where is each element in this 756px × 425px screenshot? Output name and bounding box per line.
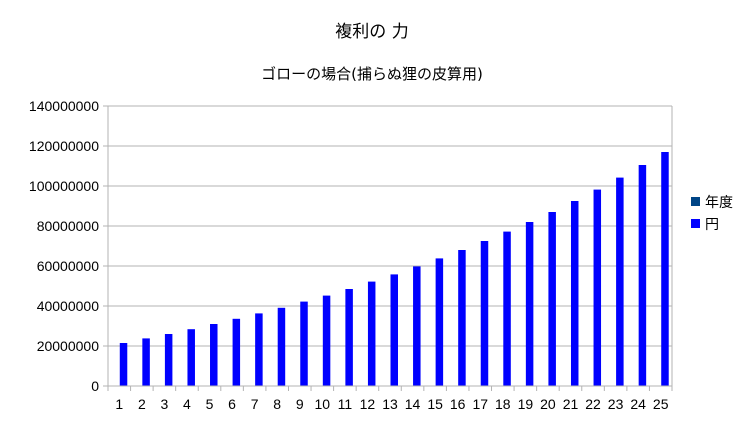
bar-yen <box>661 152 669 386</box>
x-tick-label: 19 <box>518 396 534 412</box>
y-tick-label: 20000000 <box>37 338 100 354</box>
x-tick-label: 1 <box>115 396 123 412</box>
bar-yen <box>345 289 353 386</box>
bar-yen <box>638 165 647 386</box>
bar-yen <box>570 201 579 386</box>
x-tick-label: 11 <box>338 396 353 412</box>
bar-yen <box>164 334 173 386</box>
x-tick-label: 7 <box>251 396 259 412</box>
y-tick-label: 0 <box>91 378 99 394</box>
legend-swatch <box>691 197 700 206</box>
x-tick-label: 14 <box>405 396 421 412</box>
x-tick-label: 24 <box>630 396 646 412</box>
y-tick-label: 60000000 <box>37 258 100 274</box>
x-tick-label: 18 <box>495 396 511 412</box>
x-tick-label: 17 <box>472 396 488 412</box>
x-tick-label: 23 <box>608 396 624 412</box>
chart-title: 複利の 力 <box>335 22 408 42</box>
bar-yen <box>480 241 489 386</box>
legend-label: 年度 <box>705 195 733 211</box>
bar-yen <box>300 301 308 386</box>
bar-yen <box>255 313 263 386</box>
bar-yen <box>435 258 444 386</box>
x-tick-label: 5 <box>206 396 214 412</box>
bar-yen <box>232 318 241 386</box>
y-tick-label: 40000000 <box>37 298 100 314</box>
bar-yen <box>593 189 602 386</box>
bar-yen <box>390 274 398 386</box>
x-axis-ticks: 1 2 3 4 5 6 7 8 9 10 11 12 13 14 15 16 17 18 19 20 21 22 23 24 2… <box>107 385 673 412</box>
chart-subtitle: ゴローの場合(捕らぬ狸の皮算用) <box>261 65 483 83</box>
y-tick-label: 80000000 <box>37 218 100 234</box>
bar-yen <box>119 343 128 386</box>
gridlines <box>103 105 673 387</box>
x-tick-label: 12 <box>360 396 376 412</box>
x-tick-label: 16 <box>450 396 466 412</box>
bar-yen <box>277 307 286 386</box>
x-tick-label: 3 <box>161 396 169 412</box>
x-tick-label: 8 <box>273 396 281 412</box>
legend: 年度円 <box>691 195 733 233</box>
bar-yen <box>367 281 376 386</box>
bar-yen <box>616 177 624 386</box>
bar-yen <box>548 212 556 386</box>
y-tick-label: 100000000 <box>29 178 99 194</box>
bars <box>119 152 669 386</box>
legend-label: 円 <box>705 217 719 233</box>
bar-yen <box>525 222 534 386</box>
x-tick-label: 4 <box>183 396 191 412</box>
x-tick-label: 13 <box>382 396 398 412</box>
y-tick-label: 140000000 <box>29 98 99 114</box>
x-tick-label: 25 <box>653 396 669 412</box>
bar-yen <box>142 338 150 386</box>
x-tick-label: 9 <box>296 396 304 412</box>
bar-yen <box>187 329 195 386</box>
legend-swatch <box>691 219 700 228</box>
x-tick-label: 10 <box>315 396 331 412</box>
bar-yen <box>413 266 421 386</box>
y-tick-label: 120000000 <box>29 138 99 154</box>
x-tick-label: 6 <box>228 396 236 412</box>
bar-yen <box>322 295 331 386</box>
y-axis-ticks: 0 20000000 40000000 60000000 80000000 1000000… <box>29 98 99 394</box>
bar-yen <box>210 324 218 386</box>
x-tick-label: 15 <box>427 396 443 412</box>
x-tick-label: 22 <box>585 396 601 412</box>
bar-yen <box>503 231 511 386</box>
x-tick-label: 2 <box>138 396 146 412</box>
x-tick-label: 20 <box>540 396 556 412</box>
x-tick-label: 21 <box>563 396 579 412</box>
bar-yen <box>458 250 466 386</box>
